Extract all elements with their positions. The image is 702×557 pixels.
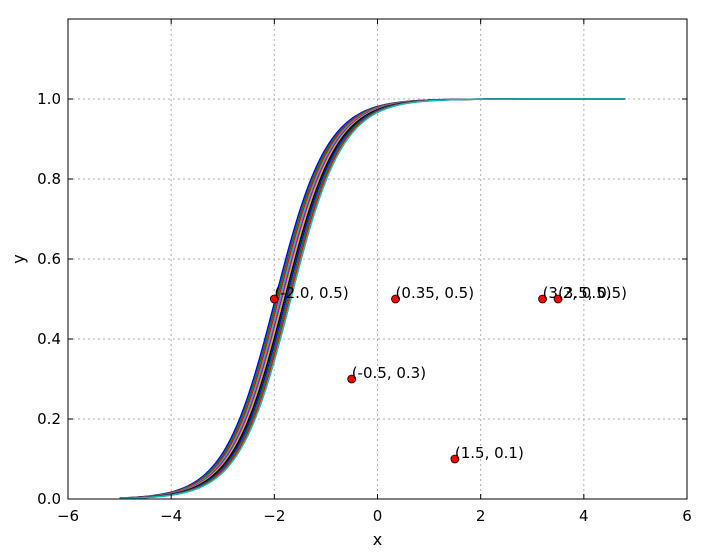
data-point	[450, 454, 460, 464]
y-tick-label: 1.0	[37, 90, 61, 108]
point-annotation: (1.5, 0.1)	[455, 444, 524, 462]
y-axis-label: y	[9, 254, 28, 263]
data-point	[269, 294, 279, 304]
x-tick-label: −6	[57, 507, 79, 525]
point-annotation: (-2.0, 0.5)	[274, 284, 348, 302]
x-tick-label: 2	[476, 507, 486, 525]
point-annotation: (0.35, 0.5)	[396, 284, 475, 302]
series-line	[119, 98, 626, 500]
x-tick-label: 6	[682, 507, 692, 525]
x-tick-label: −4	[160, 507, 182, 525]
y-tick-label: 0.6	[37, 250, 61, 268]
x-tick-label: 0	[373, 507, 383, 525]
x-tick-label: −2	[263, 507, 285, 525]
y-tick-label: 0.4	[37, 330, 61, 348]
axis-ticks: −6 −4 −2 0 2 4 6 0.0 0.2 0.4 0.6 0.8 1.0	[37, 19, 692, 525]
curves	[119, 98, 626, 500]
point-annotation: (3.5, 0.5)	[558, 284, 627, 302]
point-annotation: (-0.5, 0.3)	[352, 364, 426, 382]
data-point	[347, 374, 357, 384]
y-tick-label: 0.8	[37, 170, 61, 188]
scatter-points: (-2.0, 0.5) (0.35, 0.5) (3.2, 0.5)(3.5, 0.…	[269, 284, 627, 464]
data-point	[553, 294, 563, 304]
data-point	[391, 294, 400, 304]
y-tick-label: 0.2	[37, 410, 61, 428]
grid	[68, 19, 687, 499]
x-axis-label: x	[373, 530, 382, 549]
y-tick-label: 0.0	[37, 490, 61, 508]
data-point	[538, 294, 547, 304]
x-tick-label: 4	[579, 507, 589, 525]
